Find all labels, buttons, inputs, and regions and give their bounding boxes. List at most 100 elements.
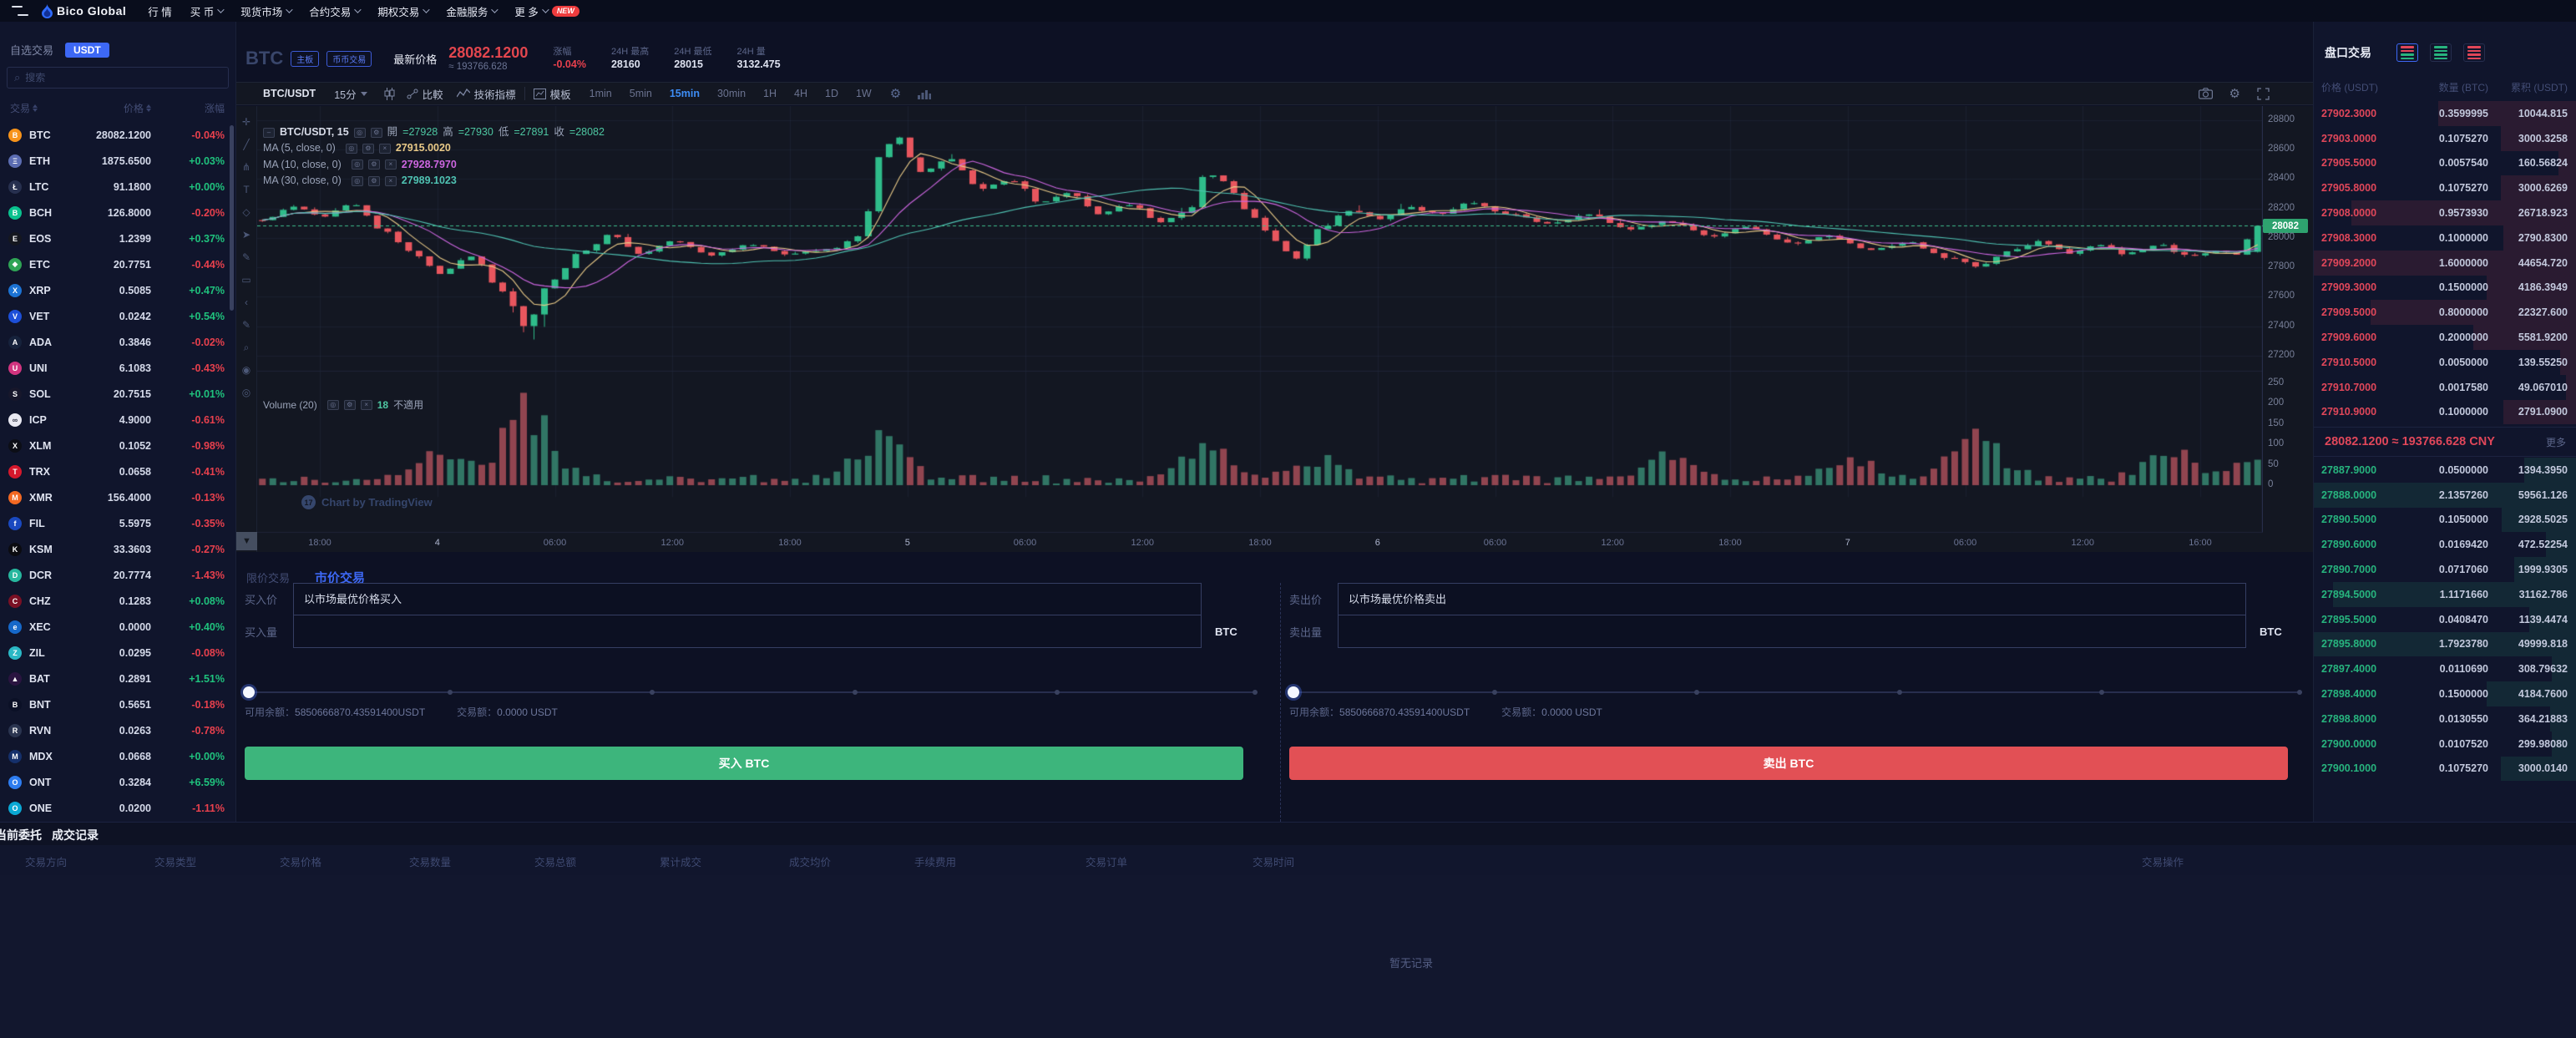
market-row-one[interactable]: O ONE 0.0200 -1.11% (0, 795, 236, 821)
gear-icon[interactable]: ⚙ (2229, 87, 2240, 101)
arrow-left-icon[interactable]: ‹ (245, 296, 248, 308)
nav-item-3[interactable]: 合约交易 (309, 3, 362, 19)
sell-price-input[interactable] (1338, 583, 2246, 615)
more-link[interactable]: 更多 (2545, 436, 2566, 448)
ask-row[interactable]: 27910.9000 0.1000000 2791.0900 (2314, 399, 2576, 425)
bid-row[interactable]: 27894.5000 1.1171660 31162.786 (2314, 581, 2576, 607)
text-tool-icon[interactable]: T (243, 184, 250, 195)
price-axis[interactable]: 28082 28800 28600 28400 28200 28000 27800 2760… (2263, 106, 2313, 552)
zoom-icon[interactable]: ⌕ (243, 341, 250, 353)
eye-icon[interactable]: ◎ (241, 387, 251, 398)
ask-row[interactable]: 27909.3000 0.1500000 4186.3949 (2314, 275, 2576, 301)
ask-row[interactable]: 27910.5000 0.0050000 139.55250 (2314, 349, 2576, 375)
market-row-xlm[interactable]: X XLM 0.1052 -0.98% (0, 433, 236, 458)
search-input[interactable] (25, 72, 193, 84)
market-row-mdx[interactable]: M MDX 0.0668 +0.00% (0, 743, 236, 769)
ask-row[interactable]: 27909.5000 0.8000000 22327.600 (2314, 300, 2576, 326)
market-row-xmr[interactable]: M XMR 156.4000 -0.13% (0, 484, 236, 510)
sell-amount-input[interactable] (1338, 615, 2246, 648)
gear-icon[interactable]: ⚙ (362, 144, 374, 154)
nav-item-4[interactable]: 期权交易 (377, 3, 430, 19)
timeframe-4H[interactable]: 4H (794, 88, 807, 99)
market-row-fil[interactable]: f FIL 5.5975 -0.35% (0, 510, 236, 536)
timeframe-1min[interactable]: 1min (589, 88, 612, 99)
market-row-dcr[interactable]: D DCR 20.7774 -1.43% (0, 562, 236, 588)
tab-trade-history[interactable]: 成交记录 (52, 828, 99, 842)
nav-item-2[interactable]: 现货市场 (240, 3, 293, 19)
market-row-bat[interactable]: ▲ BAT 0.2891 +1.51% (0, 666, 236, 691)
symbol-button[interactable]: BTC/USDT (263, 88, 316, 99)
timeframe-15min[interactable]: 15min (669, 88, 700, 99)
measure-icon[interactable]: ▭ (241, 274, 251, 286)
column-price[interactable]: 价格 (59, 101, 151, 115)
ask-row[interactable]: 27909.2000 1.6000000 44654.720 (2314, 250, 2576, 276)
panel-collapse-button[interactable]: ▼ (236, 532, 257, 550)
timeframe-30min[interactable]: 30min (716, 88, 746, 99)
sell-button[interactable]: 卖出 BTC (1289, 747, 2288, 780)
market-row-sol[interactable]: S SOL 20.7515 +0.01% (0, 381, 236, 407)
time-axis[interactable]: 18:00 4 06:00 12:00 18:00 5 06:00 12:00 18:00 6 06… (257, 536, 2263, 551)
timeframe-1H[interactable]: 1H (763, 88, 777, 99)
tab-market-order[interactable]: 市价交易 (315, 571, 366, 585)
view-asks-button[interactable] (2463, 43, 2485, 62)
close-icon[interactable]: × (360, 399, 372, 410)
chart-type-icon[interactable] (918, 89, 932, 99)
search-box[interactable]: ⌕ (7, 67, 229, 89)
ask-row[interactable]: 27909.6000 0.2000000 5581.9200 (2314, 325, 2576, 350)
market-row-bch[interactable]: B BCH 126.8000 -0.20% (0, 200, 236, 225)
market-row-ada[interactable]: A ADA 0.3846 -0.02% (0, 329, 236, 355)
buy-amount-input[interactable] (293, 615, 1202, 648)
pitchfork-icon[interactable]: ⋔ (241, 161, 251, 173)
close-icon[interactable]: × (384, 159, 397, 170)
close-icon[interactable]: × (384, 175, 397, 186)
compare-button[interactable]: 比較 (407, 86, 443, 102)
timeframe-5min[interactable]: 5min (629, 88, 652, 99)
tab-open-orders[interactable]: 当前委托 (0, 828, 42, 842)
close-icon[interactable]: × (378, 144, 391, 154)
eye-icon[interactable]: ◎ (345, 144, 357, 154)
bid-row[interactable]: 27888.0000 2.1357260 59561.126 (2314, 482, 2576, 508)
candle-style-icon[interactable] (384, 87, 395, 100)
ask-row[interactable]: 27903.0000 0.1075270 3000.3258 (2314, 125, 2576, 151)
nav-item-0[interactable]: 行 情 (148, 3, 171, 19)
template-button[interactable]: 模板 (533, 86, 571, 102)
market-row-zil[interactable]: Z ZIL 0.0295 -0.08% (0, 640, 236, 666)
ask-row[interactable]: 27905.5000 0.0057540 160.56824 (2314, 150, 2576, 176)
market-row-xrp[interactable]: X XRP 0.5085 +0.47% (0, 277, 236, 303)
bid-row[interactable]: 27895.8000 1.7923780 49999.818 (2314, 631, 2576, 657)
timeframe-1W[interactable]: 1W (855, 88, 872, 99)
brand-logo[interactable]: Bico Global (42, 3, 126, 18)
market-row-vet[interactable]: V VET 0.0242 +0.54% (0, 303, 236, 329)
chart-settings-icon[interactable]: ⚙ (889, 87, 902, 101)
market-row-btc[interactable]: B BTC 28082.1200 -0.04% (0, 122, 236, 148)
market-row-ltc[interactable]: Ł LTC 91.1800 +0.00% (0, 174, 236, 200)
bid-row[interactable]: 27900.0000 0.0107520 299.98080 (2314, 731, 2576, 757)
tab-limit-order[interactable]: 限价交易 (246, 572, 291, 585)
eye-icon[interactable]: ◎ (326, 399, 339, 410)
sidebar-scrollbar[interactable] (230, 125, 234, 311)
camera-icon[interactable] (2198, 88, 2213, 99)
ask-row[interactable]: 27902.3000 0.3599995 10044.815 (2314, 101, 2576, 126)
market-row-trx[interactable]: T TRX 0.0658 -0.41% (0, 458, 236, 484)
eye-icon[interactable]: ◎ (351, 175, 363, 186)
eye-icon[interactable]: ◎ (351, 159, 363, 170)
tab-favorites[interactable]: 自选交易 (10, 44, 54, 57)
gear-icon[interactable]: ⚙ (367, 159, 380, 170)
market-row-ksm[interactable]: K KSM 33.3603 -0.27% (0, 536, 236, 562)
ask-row[interactable]: 27905.8000 0.1075270 3000.6269 (2314, 175, 2576, 201)
market-row-etc[interactable]: ◆ ETC 20.7751 -0.44% (0, 251, 236, 277)
nav-item-5[interactable]: 金融服务 (446, 3, 498, 19)
menu-icon[interactable] (12, 6, 28, 16)
bid-row[interactable]: 27900.1000 0.1075270 3000.0140 (2314, 756, 2576, 782)
market-row-xec[interactable]: e XEC 0.0000 +0.40% (0, 614, 236, 640)
ask-row[interactable]: 27908.3000 0.1000000 2790.8300 (2314, 225, 2576, 251)
tab-usdt[interactable]: USDT (65, 42, 109, 58)
bid-row[interactable]: 27895.5000 0.0408470 1139.4474 (2314, 606, 2576, 632)
slider-handle[interactable] (1288, 686, 1299, 698)
bid-row[interactable]: 27890.5000 0.1050000 2928.5025 (2314, 507, 2576, 533)
interval-button[interactable]: 15分 (334, 86, 367, 102)
lock-icon[interactable]: ◉ (241, 364, 251, 376)
nav-item-1[interactable]: 买 币 (190, 3, 225, 19)
timeframe-1D[interactable]: 1D (825, 88, 838, 99)
eye-icon[interactable]: ◎ (353, 127, 366, 138)
